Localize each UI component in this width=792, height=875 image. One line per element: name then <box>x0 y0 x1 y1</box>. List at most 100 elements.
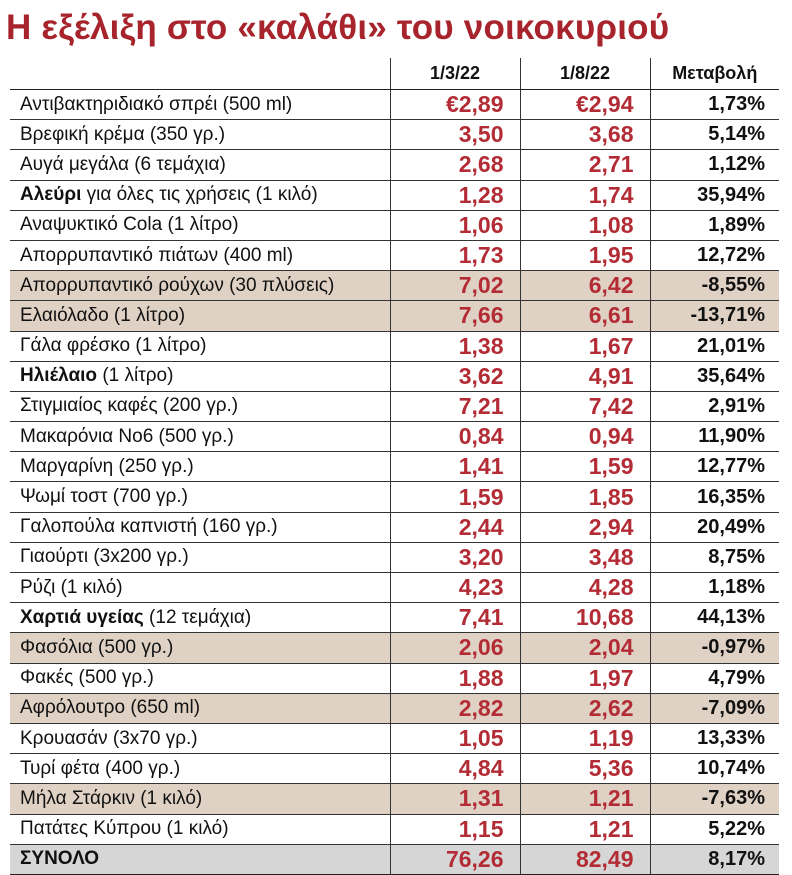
table-row: Πατάτες Κύπρου (1 κιλό) 1,15 1,21 5,22% <box>10 814 779 845</box>
price-value: 4,91 <box>588 362 634 389</box>
product-name-text: (12 τεμάχια) <box>143 606 252 628</box>
change-percent: 21,01% <box>649 331 779 362</box>
product-name-text: Αφρόλουτρο (650 ml) <box>20 697 201 719</box>
table-row: Αναψυκτικό Cola (1 λίτρο) 1,06 1,08 1,89% <box>10 210 779 241</box>
product-name-bold: Χαρτιά υγείας <box>20 606 144 628</box>
price-value: 7,21 <box>458 392 504 419</box>
table-row: Στιγμιαίος καφές (200 γρ.) 7,21 7,42 2,91% <box>10 391 779 423</box>
price-date-1: 3,50 <box>389 119 520 151</box>
price-value: 1,31 <box>458 785 504 812</box>
price-value: 4,28 <box>588 574 634 601</box>
price-date-2: 7,42 <box>519 391 650 423</box>
product-name: Κρουασάν (3x70 γρ.) <box>10 723 390 755</box>
total-date-2: 82,49 <box>519 844 650 875</box>
change-percent: 35,94% <box>649 180 779 211</box>
price-date-2: 1,95 <box>519 240 650 272</box>
product-name-text: Γιαούρτι (3x200 γρ.) <box>20 546 189 568</box>
price-table: 1/3/22 1/8/22 Μεταβολή Αντιβακτηριδιακό … <box>10 58 779 875</box>
price-date-1: 1,15 <box>389 814 520 845</box>
price-value: 3,50 <box>458 121 504 148</box>
price-date-1: 1,05 <box>389 723 520 755</box>
table-body: Αντιβακτηριδιακό σπρέι (500 ml) €2,89 €2,9… <box>10 89 779 875</box>
price-date-2: 10,68 <box>519 602 650 634</box>
table-row: Μήλα Στάρκιν (1 κιλό) 1,31 1,21 -7,63% <box>10 783 779 815</box>
price-value: 0,94 <box>588 423 634 450</box>
price-date-2: 1,97 <box>519 663 650 694</box>
product-name-text: Βρεφική κρέμα (350 γρ.) <box>20 123 226 145</box>
price-value: 1,21 <box>588 815 634 842</box>
price-date-2: 6,42 <box>519 270 650 302</box>
price-date-2: 3,68 <box>519 119 650 151</box>
table-row: Χαρτιά υγείας (12 τεμάχια) 7,41 10,68 44,13… <box>10 602 779 634</box>
product-name-text: Αυγά μεγάλα (6 τεμάχια) <box>20 153 226 175</box>
price-value: 2,04 <box>588 634 634 661</box>
change-percent: -7,09% <box>649 693 779 724</box>
table-row: Φασόλια (500 γρ.) 2,06 2,04 -0,97% <box>10 632 779 664</box>
product-name-text: Αναψυκτικό Cola (1 λίτρο) <box>20 214 239 236</box>
change-percent: 10,74% <box>649 753 779 785</box>
product-name-text: Φασόλια (500 γρ.) <box>20 636 174 658</box>
product-name: Φασόλια (500 γρ.) <box>10 632 390 664</box>
table-row: Ηλιέλαιο (1 λίτρο) 3,62 4,91 35,64% <box>10 361 779 392</box>
price-value: 1,21 <box>588 785 634 812</box>
price-date-1: 1,31 <box>389 783 520 815</box>
price-date-2: 3,48 <box>519 542 650 574</box>
product-name: Μαργαρίνη (250 γρ.) <box>10 451 390 483</box>
change-percent: 8,75% <box>649 542 779 574</box>
product-name: Ηλιέλαιο (1 λίτρο) <box>10 361 390 392</box>
change-percent: 12,77% <box>649 451 779 483</box>
price-value: 1,74 <box>588 181 634 208</box>
table-row: Απορρυπαντικό πιάτων (400 ml) 1,73 1,95 12,… <box>10 240 779 272</box>
price-value: 1,88 <box>458 664 504 691</box>
price-value: 3,48 <box>588 543 634 570</box>
table-row: Μακαρόνια Νο6 (500 γρ.) 0,84 0,94 11,90% <box>10 421 779 453</box>
product-name: Μήλα Στάρκιν (1 κιλό) <box>10 783 390 815</box>
price-date-1: 7,66 <box>389 300 520 332</box>
price-value: 1,73 <box>458 242 504 269</box>
product-name: Απορρυπαντικό πιάτων (400 ml) <box>10 240 390 272</box>
product-name: Πατάτες Κύπρου (1 κιλό) <box>10 814 390 845</box>
price-value: 2,06 <box>458 634 504 661</box>
product-name-text: Απορρυπαντικό ρούχων (30 πλύσεις) <box>20 274 335 296</box>
price-date-1: 2,44 <box>389 512 520 543</box>
product-name: Γάλα φρέσκο (1 λίτρο) <box>10 331 390 362</box>
price-value: 4,23 <box>458 574 504 601</box>
product-name: Τυρί φέτα (400 γρ.) <box>10 753 390 785</box>
price-date-1: 7,41 <box>389 602 520 634</box>
product-name: Απορρυπαντικό ρούχων (30 πλύσεις) <box>10 270 390 302</box>
product-name-text: Μαργαρίνη (250 γρ.) <box>20 455 194 477</box>
price-date-1: 3,20 <box>389 542 520 574</box>
table-row: Φακές (500 γρ.) 1,88 1,97 4,79% <box>10 663 779 694</box>
product-name: Αφρόλουτρο (650 ml) <box>10 693 390 724</box>
change-percent: -7,63% <box>649 783 779 815</box>
product-name: Φακές (500 γρ.) <box>10 663 390 694</box>
change-percent: 2,91% <box>649 391 779 423</box>
change-percent: 12,72% <box>649 240 779 272</box>
product-name-text: Ελαιόλαδο (1 λίτρο) <box>20 304 186 326</box>
total-row: ΣΥΝΟΛΟ 76,26 82,49 8,17% <box>10 844 779 875</box>
price-date-2: 2,94 <box>519 512 650 543</box>
product-name-text: Μήλα Στάρκιν (1 κιλό) <box>20 787 203 809</box>
price-date-1: 3,62 <box>389 361 520 392</box>
change-percent: 35,64% <box>649 361 779 392</box>
price-date-2: 4,28 <box>519 572 650 604</box>
price-date-2: 6,61 <box>519 300 650 332</box>
price-date-2: 2,04 <box>519 632 650 664</box>
product-name-text: Γάλα φρέσκο (1 λίτρο) <box>20 335 207 357</box>
price-date-1: 4,84 <box>389 753 520 785</box>
table-row: Βρεφική κρέμα (350 γρ.) 3,50 3,68 5,14% <box>10 119 779 151</box>
table-row: Γιαούρτι (3x200 γρ.) 3,20 3,48 8,75% <box>10 542 779 574</box>
price-date-2: 1,19 <box>519 723 650 755</box>
price-value: 3,62 <box>458 362 504 389</box>
price-value: 7,66 <box>458 302 504 329</box>
product-name: Αναψυκτικό Cola (1 λίτρο) <box>10 210 390 241</box>
product-name-text: (1 λίτρο) <box>97 365 174 387</box>
price-date-1: 7,21 <box>389 391 520 423</box>
price-value: 2,44 <box>458 513 504 540</box>
table-row: Γάλα φρέσκο (1 λίτρο) 1,38 1,67 21,01% <box>10 331 779 362</box>
price-value: 1,59 <box>458 483 504 510</box>
change-percent: 44,13% <box>649 602 779 634</box>
price-date-2: 2,62 <box>519 693 650 724</box>
price-value: 1,05 <box>458 725 504 752</box>
product-name: Ψωμί τοστ (700 γρ.) <box>10 481 390 513</box>
